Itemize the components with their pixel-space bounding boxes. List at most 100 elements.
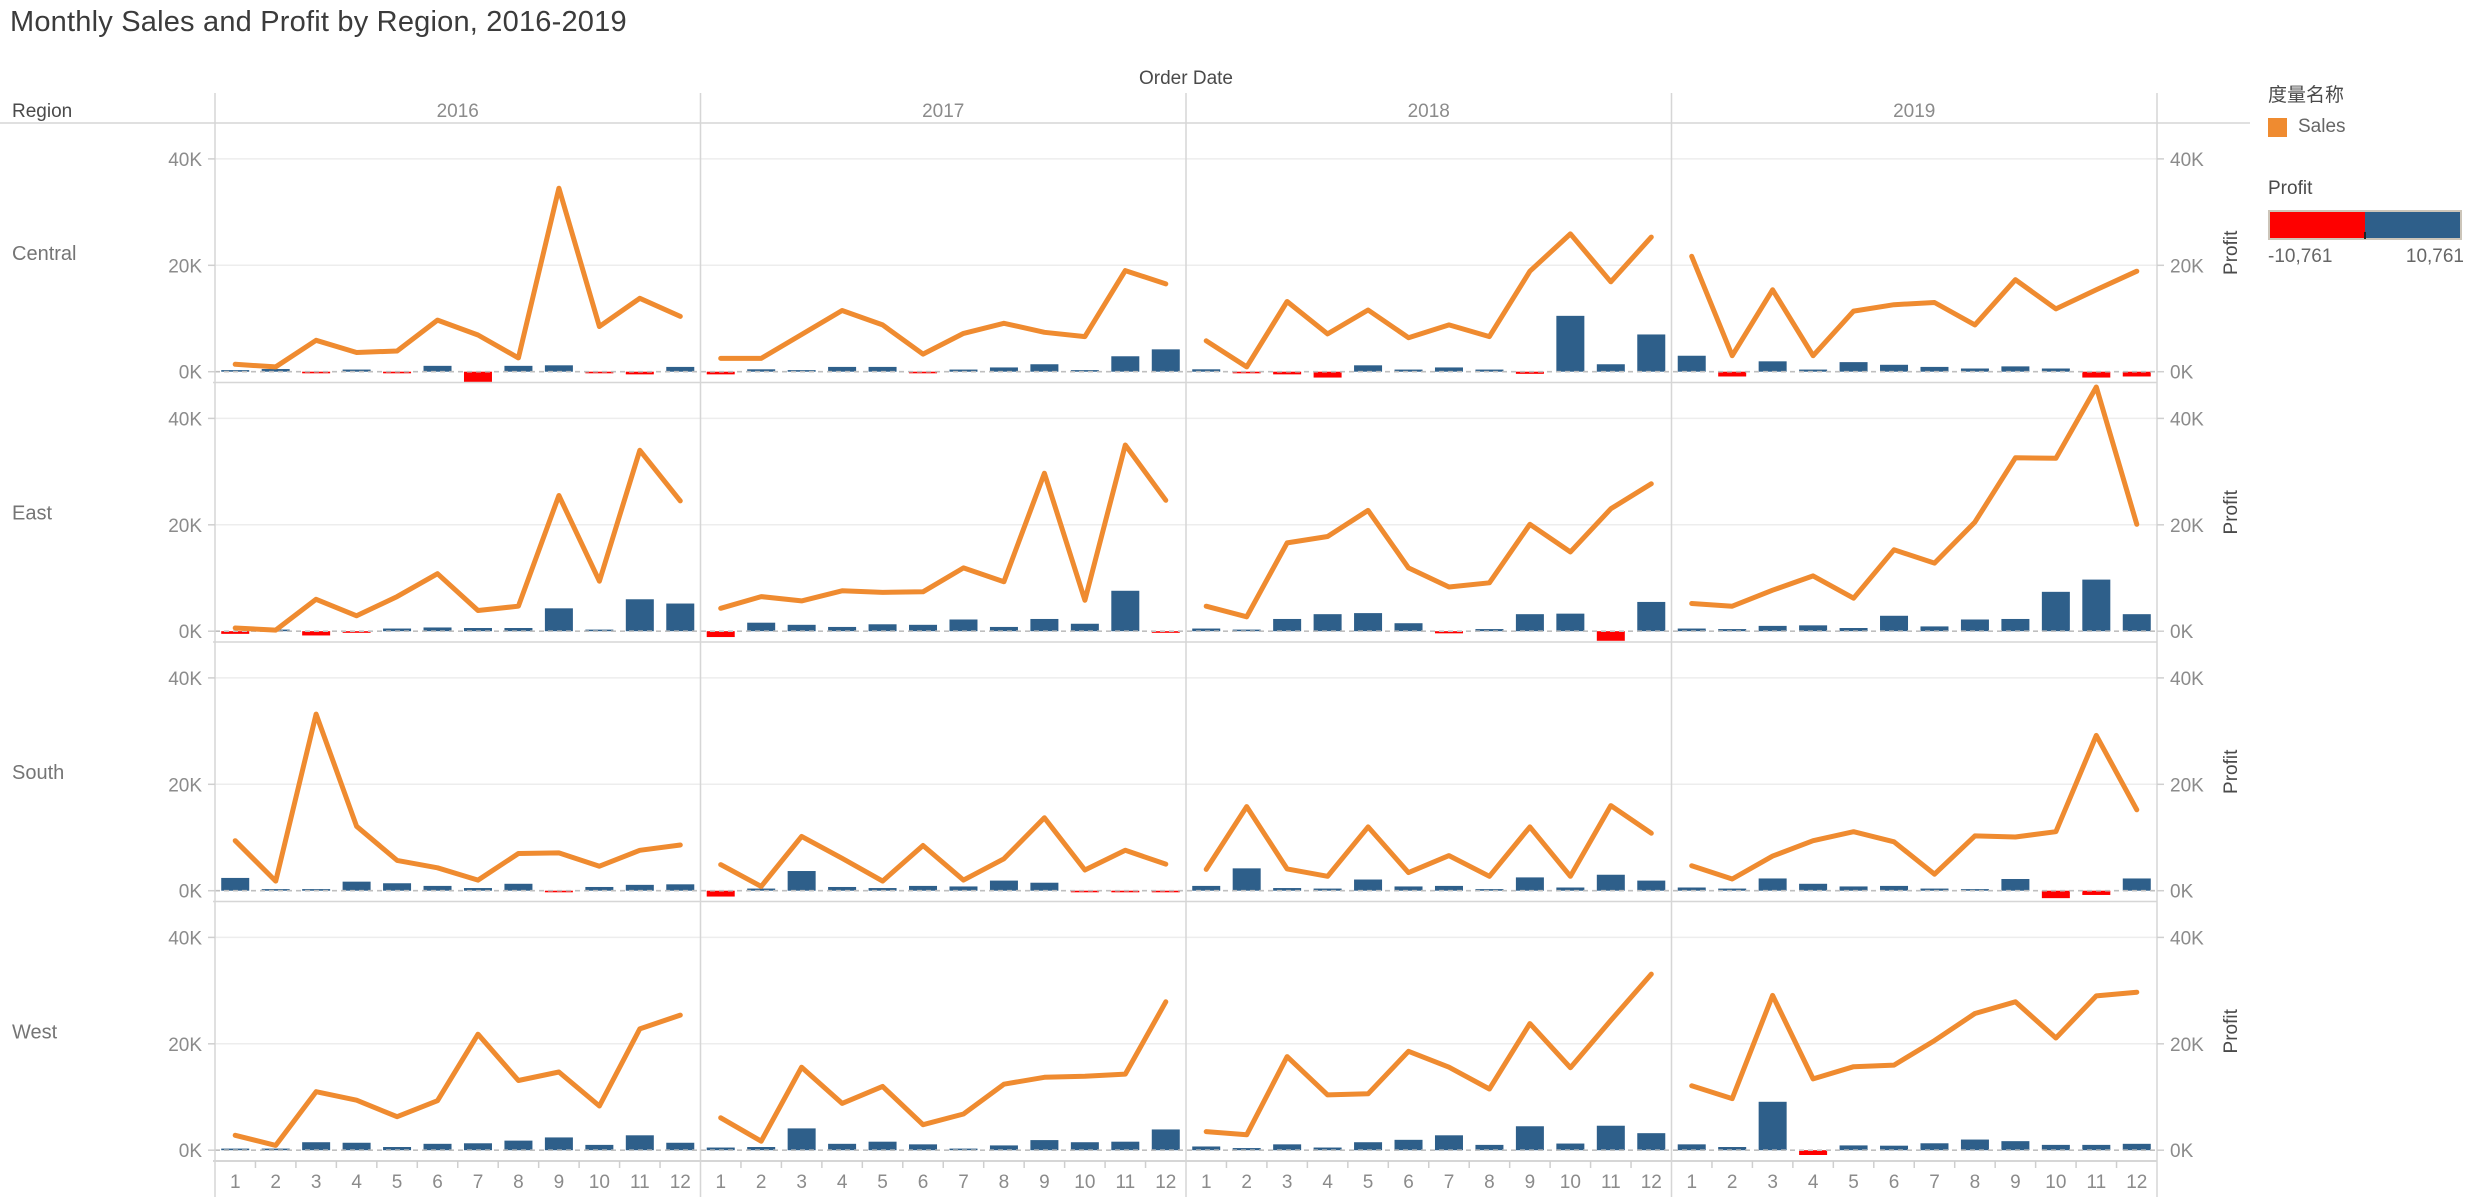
profit-bar[interactable] bbox=[989, 880, 1018, 891]
profit-bar[interactable] bbox=[544, 1137, 573, 1151]
profit-bar[interactable] bbox=[1515, 1126, 1544, 1151]
profit-bar[interactable] bbox=[1637, 334, 1666, 372]
sales-line-west-2017[interactable] bbox=[718, 999, 1169, 1144]
profit-bar[interactable] bbox=[1596, 631, 1625, 641]
profit-bar[interactable] bbox=[383, 883, 412, 891]
profit-bar[interactable] bbox=[625, 884, 654, 891]
profit-bar[interactable] bbox=[302, 1142, 331, 1151]
profit-bar[interactable] bbox=[1515, 371, 1544, 374]
profit-bar[interactable] bbox=[1758, 625, 1787, 632]
profit-bar[interactable] bbox=[1880, 1145, 1909, 1151]
profit-bar[interactable] bbox=[828, 886, 857, 891]
profit-bar[interactable] bbox=[787, 871, 816, 891]
profit-bar[interactable] bbox=[302, 889, 331, 891]
profit-bar[interactable] bbox=[1313, 888, 1342, 891]
profit-bar[interactable] bbox=[2122, 878, 2151, 891]
panel-bars-central-2018[interactable] bbox=[1192, 315, 1666, 378]
profit-bar[interactable] bbox=[1232, 1148, 1261, 1151]
profit-bar[interactable] bbox=[1920, 1143, 1949, 1151]
profit-bar[interactable] bbox=[1232, 629, 1261, 632]
profit-bar[interactable] bbox=[463, 888, 492, 891]
profit-bar[interactable] bbox=[1799, 625, 1828, 632]
profit-bar[interactable] bbox=[2082, 1144, 2111, 1151]
profit-bar[interactable] bbox=[828, 1143, 857, 1151]
profit-bar[interactable] bbox=[706, 631, 735, 638]
profit-bar[interactable] bbox=[1030, 882, 1059, 891]
profit-bar[interactable] bbox=[1394, 369, 1423, 372]
profit-bar[interactable] bbox=[949, 619, 978, 632]
profit-bar[interactable] bbox=[1070, 370, 1099, 372]
profit-bar[interactable] bbox=[1718, 371, 1747, 377]
sales-line-east-2018[interactable] bbox=[1203, 481, 1654, 620]
profit-bar[interactable] bbox=[1313, 614, 1342, 632]
profit-bar[interactable] bbox=[221, 631, 250, 634]
profit-bar[interactable] bbox=[1880, 615, 1909, 632]
profit-bar[interactable] bbox=[747, 622, 776, 632]
sales-line-central-2018[interactable] bbox=[1203, 231, 1654, 370]
profit-bar[interactable] bbox=[463, 628, 492, 632]
panel-bars-east-2019[interactable] bbox=[1677, 579, 2151, 632]
profit-bar[interactable] bbox=[1192, 628, 1221, 632]
profit-bar[interactable] bbox=[261, 889, 290, 891]
profit-bar[interactable] bbox=[1677, 887, 1706, 891]
profit-bar[interactable] bbox=[949, 886, 978, 891]
profit-bar[interactable] bbox=[989, 626, 1018, 632]
profit-bar[interactable] bbox=[1960, 889, 1989, 891]
profit-bar[interactable] bbox=[1758, 878, 1787, 891]
sales-line-south-2018[interactable] bbox=[1203, 803, 1654, 879]
profit-bar[interactable] bbox=[706, 890, 735, 897]
profit-bar[interactable] bbox=[1151, 1129, 1180, 1151]
panel-bars-south-2016[interactable] bbox=[221, 877, 695, 893]
profit-bar[interactable] bbox=[625, 599, 654, 632]
profit-bar[interactable] bbox=[2122, 614, 2151, 632]
profit-bar[interactable] bbox=[1637, 1133, 1666, 1151]
profit-bar[interactable] bbox=[828, 626, 857, 632]
profit-bar[interactable] bbox=[2001, 618, 2030, 632]
profit-bar[interactable] bbox=[868, 1141, 897, 1151]
sales-line-south-2016[interactable] bbox=[232, 711, 683, 884]
profit-bar[interactable] bbox=[1111, 590, 1140, 632]
profit-bar[interactable] bbox=[1273, 888, 1302, 891]
profit-bar[interactable] bbox=[1718, 629, 1747, 632]
profit-bar[interactable] bbox=[585, 1144, 614, 1151]
profit-bar[interactable] bbox=[2082, 890, 2111, 895]
profit-bar[interactable] bbox=[1313, 1147, 1342, 1151]
profit-bar[interactable] bbox=[2001, 878, 2030, 891]
profit-bar[interactable] bbox=[585, 371, 614, 374]
profit-bar[interactable] bbox=[1273, 1144, 1302, 1151]
profit-bar[interactable] bbox=[1637, 880, 1666, 891]
sales-line-west-2016[interactable] bbox=[232, 1012, 683, 1148]
profit-bar[interactable] bbox=[504, 883, 533, 891]
profit-bar[interactable] bbox=[342, 369, 371, 372]
profit-bar[interactable] bbox=[1111, 356, 1140, 372]
profit-bar[interactable] bbox=[463, 1143, 492, 1151]
profit-bar[interactable] bbox=[1880, 885, 1909, 891]
profit-bar[interactable] bbox=[1677, 628, 1706, 632]
profit-bar[interactable] bbox=[909, 624, 938, 632]
sales-line-east-2016[interactable] bbox=[232, 447, 683, 633]
profit-bar[interactable] bbox=[2082, 579, 2111, 632]
profit-bar[interactable] bbox=[504, 1140, 533, 1151]
profit-bar[interactable] bbox=[261, 1148, 290, 1151]
profit-bar[interactable] bbox=[1596, 364, 1625, 372]
panel-bars-east-2017[interactable] bbox=[706, 590, 1180, 638]
panel-bars-east-2018[interactable] bbox=[1192, 601, 1666, 641]
profit-bar[interactable] bbox=[342, 631, 371, 633]
profit-bar[interactable] bbox=[2082, 371, 2111, 378]
profit-bar[interactable] bbox=[1354, 1142, 1383, 1151]
sales-line-central-2016[interactable] bbox=[232, 185, 683, 370]
profit-bar[interactable] bbox=[585, 629, 614, 632]
profit-bar[interactable] bbox=[1920, 366, 1949, 372]
profit-bar[interactable] bbox=[1394, 886, 1423, 891]
profit-bar[interactable] bbox=[261, 369, 290, 372]
profit-bar[interactable] bbox=[1313, 371, 1342, 378]
panel-bars-central-2017[interactable] bbox=[706, 349, 1180, 375]
profit-bar[interactable] bbox=[1354, 879, 1383, 891]
profit-bar[interactable] bbox=[1556, 315, 1585, 372]
sales-line-south-2019[interactable] bbox=[1689, 732, 2140, 882]
profit-bar[interactable] bbox=[2122, 1143, 2151, 1151]
profit-bar[interactable] bbox=[868, 624, 897, 632]
profit-bar[interactable] bbox=[1839, 628, 1868, 632]
profit-bar[interactable] bbox=[1475, 1144, 1504, 1151]
